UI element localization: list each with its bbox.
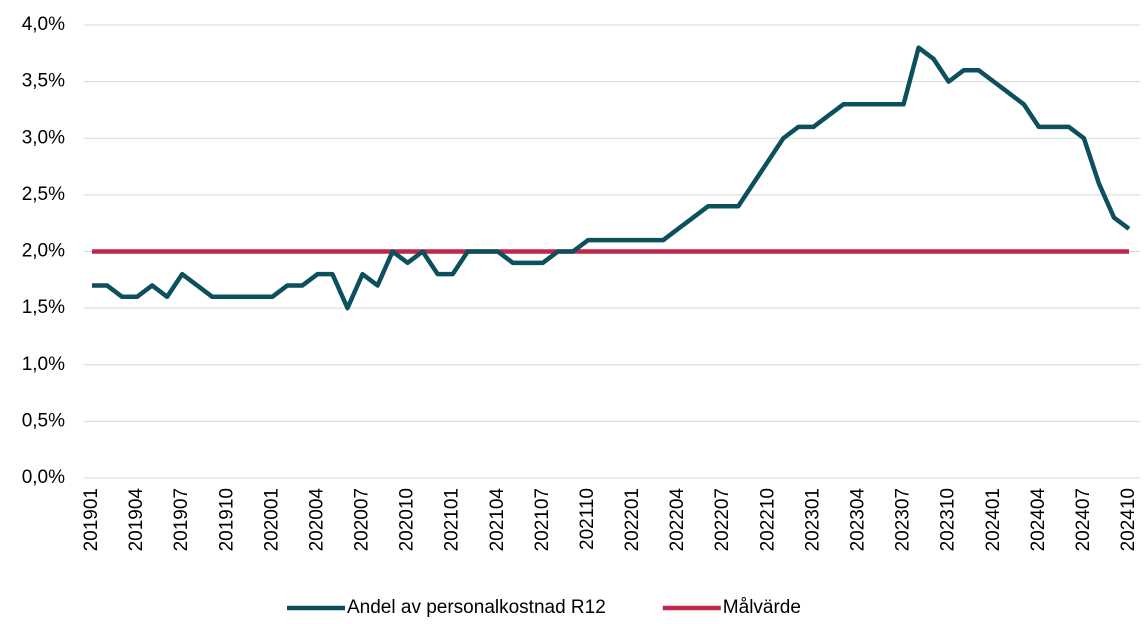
y-tick-label: 0,0% bbox=[22, 467, 65, 488]
x-tick-label: 202110 bbox=[577, 488, 598, 550]
x-tick-label: 202204 bbox=[667, 488, 688, 552]
x-tick-label: 202001 bbox=[261, 488, 282, 551]
x-tick-label: 202404 bbox=[1028, 488, 1049, 552]
y-tick-label: 3,5% bbox=[22, 71, 65, 92]
x-tick-label: 202304 bbox=[847, 488, 868, 552]
legend-label: Målvärde bbox=[723, 597, 801, 618]
x-tick-label: 201904 bbox=[126, 488, 147, 552]
y-tick-label: 4,0% bbox=[22, 14, 65, 35]
x-tick-label: 201910 bbox=[216, 488, 237, 551]
y-tick-label: 2,0% bbox=[22, 241, 65, 262]
x-tick-label: 202201 bbox=[622, 488, 643, 551]
x-tick-label: 202310 bbox=[938, 488, 959, 551]
y-tick-label: 1,5% bbox=[22, 297, 65, 318]
x-tick-label: 202401 bbox=[983, 488, 1004, 551]
x-tick-label: 202301 bbox=[802, 488, 823, 551]
series-line bbox=[92, 45, 1131, 311]
y-tick-label: 0,5% bbox=[22, 410, 65, 431]
x-tick-label: 201901 bbox=[81, 488, 102, 551]
y-tick-label: 2,5% bbox=[22, 184, 65, 205]
x-tick-label: 202101 bbox=[442, 488, 463, 551]
x-tick-label: 202010 bbox=[397, 488, 418, 551]
x-tick-label: 202207 bbox=[712, 488, 733, 551]
x-tick-label: 201907 bbox=[171, 488, 192, 551]
x-tick-label: 202410 bbox=[1118, 488, 1139, 551]
y-tick-label: 1,0% bbox=[22, 354, 65, 375]
x-tick-label: 202007 bbox=[352, 488, 373, 551]
x-tick-label: 202407 bbox=[1073, 488, 1094, 551]
x-tick-label: 202307 bbox=[893, 488, 914, 551]
x-tick-label: 202004 bbox=[306, 488, 327, 552]
x-tick-label: 202210 bbox=[757, 488, 778, 551]
legend-label: Andel av personalkostnad R12 bbox=[347, 597, 606, 618]
y-tick-label: 3,0% bbox=[22, 127, 65, 148]
x-tick-label: 202104 bbox=[487, 488, 508, 552]
x-tick-label: 202107 bbox=[532, 488, 553, 551]
